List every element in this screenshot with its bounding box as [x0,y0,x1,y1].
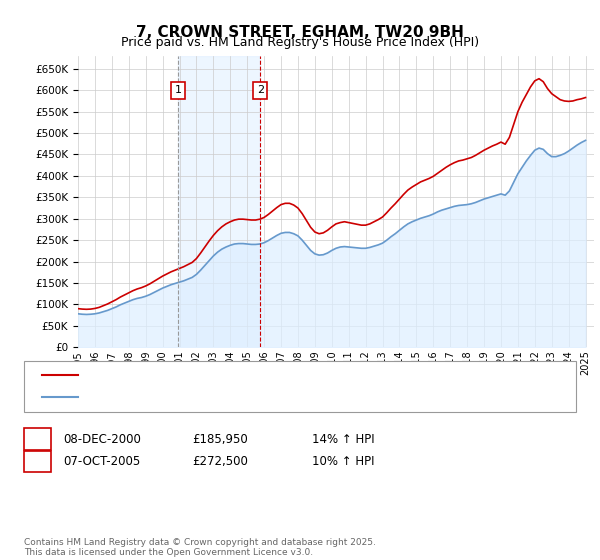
Text: 1: 1 [34,434,41,444]
Text: HPI: Average price, semi-detached house, Runnymede: HPI: Average price, semi-detached house,… [87,393,371,403]
Text: 7, CROWN STREET, EGHAM, TW20 9BH: 7, CROWN STREET, EGHAM, TW20 9BH [136,25,464,40]
Text: £185,950: £185,950 [192,432,248,446]
Text: 7, CROWN STREET, EGHAM, TW20 9BH (semi-detached house): 7, CROWN STREET, EGHAM, TW20 9BH (semi-d… [87,370,413,380]
Text: 10% ↑ HPI: 10% ↑ HPI [312,455,374,468]
Bar [178,56,260,347]
Text: 14% ↑ HPI: 14% ↑ HPI [312,432,374,446]
Text: Contains HM Land Registry data © Crown copyright and database right 2025.
This d: Contains HM Land Registry data © Crown c… [24,538,376,557]
Text: 2: 2 [34,456,41,466]
Text: 1: 1 [175,85,182,95]
Text: 07-OCT-2005: 07-OCT-2005 [63,455,140,468]
Text: 08-DEC-2000: 08-DEC-2000 [63,432,141,446]
Text: £272,500: £272,500 [192,455,248,468]
Text: Price paid vs. HM Land Registry's House Price Index (HPI): Price paid vs. HM Land Registry's House … [121,36,479,49]
Text: 2: 2 [257,85,264,95]
